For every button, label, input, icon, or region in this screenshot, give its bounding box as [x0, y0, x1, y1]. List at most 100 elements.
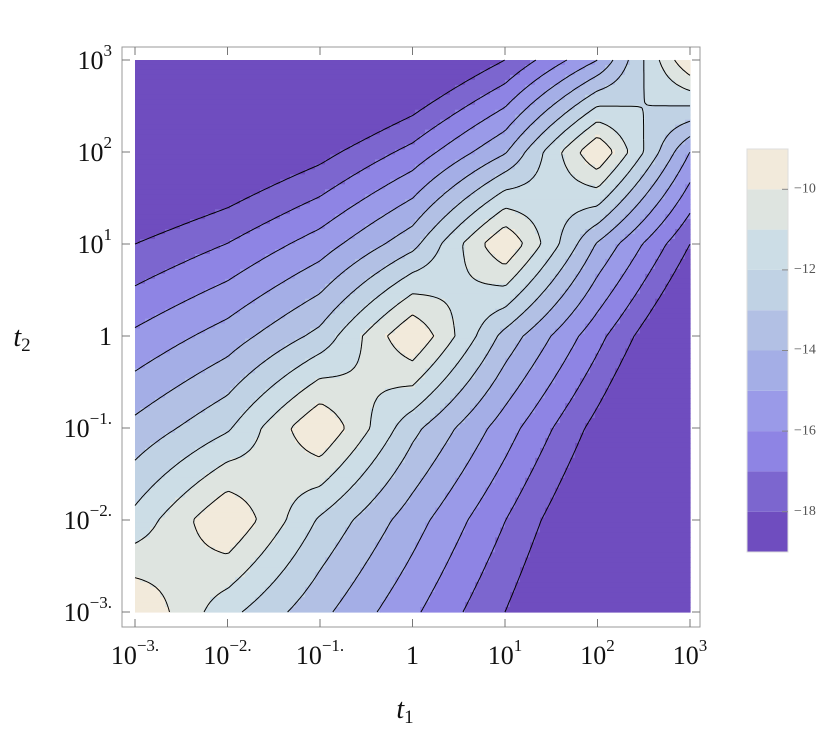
contour-band-cell [445, 239, 466, 245]
tick-label: 103 [78, 41, 113, 75]
contour-band-cell [605, 84, 646, 91]
contour-line [134, 59, 691, 613]
contour-band-cell [545, 149, 561, 156]
contour-band-cell [435, 388, 461, 394]
contour-band-cell [165, 602, 211, 608]
contour-band-cell [585, 154, 611, 161]
contour-band-cell [500, 368, 531, 374]
contour-band-cell [655, 258, 681, 265]
contour-band-cell [540, 134, 561, 141]
contour-band-cell [190, 452, 246, 459]
contour-band-cell [670, 239, 691, 245]
tick-label: 1 [406, 641, 419, 670]
contour-band-cell [480, 204, 596, 210]
contour-band-cell [375, 497, 411, 504]
contour-band-cell [405, 502, 441, 509]
contour-band-cell [545, 89, 571, 96]
contour-band-cell [520, 572, 691, 578]
contour-band-cell [405, 562, 446, 568]
contour-band-cell [475, 189, 501, 195]
contour-band-cell [655, 159, 671, 166]
contour-band-cell [135, 144, 351, 151]
contour-band-cell [635, 164, 651, 171]
contour-band-cell [430, 154, 466, 161]
tick-label: 10−1. [296, 636, 344, 670]
contour-band-cell [535, 298, 561, 305]
contour-band-cell [585, 328, 611, 335]
contour-band-cell [595, 358, 621, 364]
contour-band-cell [340, 597, 386, 603]
contour-band-cell [370, 273, 406, 280]
contour-band-cell [560, 418, 591, 424]
contour-band-cell [395, 472, 426, 479]
contour-band-cell [140, 452, 191, 459]
contour-band-cell [250, 602, 296, 608]
contour-band-cell [215, 209, 291, 215]
contour-band-cell [195, 373, 246, 379]
contour-band-cell [485, 492, 521, 499]
contour-band-cell [445, 442, 481, 449]
contour-band-cell [575, 244, 596, 250]
contour-band-cell [680, 84, 691, 91]
contour-band-cell [480, 164, 516, 171]
contour-band-cell [360, 572, 401, 578]
contour-band-cell [675, 229, 691, 235]
contour-band-cell [575, 273, 596, 280]
contour-band-cell [600, 403, 691, 409]
contour-band-cell [525, 129, 546, 136]
contour-band-cell [465, 602, 511, 608]
contour-band-cell [455, 363, 481, 369]
contour-band-cell [665, 214, 691, 220]
contour-band-cell [510, 447, 541, 454]
contour-band-cell [385, 263, 426, 270]
contour-band-cell [615, 283, 641, 290]
contour-band-cell [550, 144, 566, 151]
colorbar-band [747, 390, 788, 432]
contour-band-cell [515, 502, 551, 509]
contour-band-cell [580, 239, 601, 245]
contour-band-cell [560, 134, 581, 141]
contour-band-cell [135, 338, 186, 345]
contour-band-cell [315, 378, 421, 384]
contour-band-cell [135, 447, 146, 454]
contour-band-cell [560, 234, 581, 240]
contour-band-cell [175, 497, 216, 504]
contour-band-cell [410, 442, 446, 449]
contour-band-cell [405, 413, 436, 419]
contour-band-cell [635, 333, 691, 340]
contour-band-cell [430, 597, 471, 603]
contour-band-cell [155, 398, 221, 404]
contour-band-cell [540, 268, 561, 275]
contour-band-cell [135, 124, 391, 131]
contour-band-cell [330, 442, 361, 449]
contour-band-cell [355, 288, 386, 295]
contour-band-cell [515, 432, 551, 439]
contour-band-cell [680, 64, 691, 71]
contour-band-cell [320, 288, 356, 295]
contour-band-cell [245, 572, 281, 578]
contour-band-cell [535, 139, 556, 146]
contour-band-cell [635, 229, 656, 235]
contour-band-cell [415, 109, 456, 116]
contour-band-cell [645, 129, 671, 136]
contour-band-cell [420, 532, 461, 539]
contour-band-cell [645, 89, 691, 96]
contour-band-cell [385, 288, 521, 295]
contour-band-cell [345, 239, 391, 245]
contour-band-cell [265, 587, 306, 593]
contour-band-cell [535, 229, 561, 235]
contour-band-cell [650, 308, 691, 315]
contour-band-cell [630, 189, 651, 195]
contour-band-cell [440, 194, 471, 200]
contour-band-cell [645, 318, 691, 325]
contour-band-cell [175, 303, 246, 310]
contour-band-cell [380, 129, 426, 136]
contour-band-cell [185, 492, 221, 499]
contour-band-cell [365, 328, 396, 335]
contour-band-cell [550, 383, 581, 389]
contour-band-cell [260, 293, 316, 300]
contour-band-cell [345, 492, 376, 499]
contour-band-cell [485, 432, 516, 439]
contour-band-cell [135, 557, 256, 563]
contour-band-cell [640, 174, 661, 180]
